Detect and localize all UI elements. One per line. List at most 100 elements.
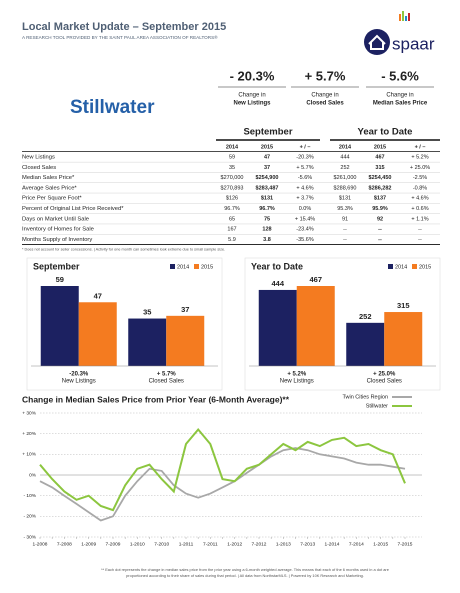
category-label: New Listings (62, 379, 96, 385)
table-column-header: + / – (300, 144, 311, 150)
table-cell: 65 (229, 216, 235, 222)
y-tick-label: - 20% (23, 514, 36, 520)
table-column-header: 2015 (374, 144, 386, 150)
y-tick-label: - 10% (23, 493, 36, 499)
summary-caption: Change in (386, 93, 413, 99)
legend-label: Stillwater (366, 403, 388, 409)
table-cell: -- (343, 237, 347, 243)
table-cell: 5.9 (228, 237, 236, 243)
table-cell: + 3.7% (296, 196, 313, 202)
category-change: + 5.7% (157, 372, 177, 378)
x-tick-label: 7-2014 (349, 541, 364, 547)
table-column-header: 2014 (339, 144, 352, 150)
logo-circle (364, 29, 390, 55)
bar-value-label: 59 (56, 275, 64, 284)
bar (78, 302, 117, 366)
table-cell: $283,487 (256, 185, 279, 191)
logo-house (368, 34, 386, 50)
logo-bar (399, 14, 401, 21)
table-cell: $261,000 (334, 175, 357, 181)
y-tick-label: - 30% (23, 534, 36, 540)
table-cell: 95.9% (372, 206, 388, 212)
x-tick-label: 1-2011 (179, 541, 194, 547)
logo: spaar (364, 11, 435, 55)
table-cell: 37 (264, 165, 270, 171)
footnote: ** Each dot represents the change in med… (101, 567, 389, 572)
table-cell: $270,893 (221, 185, 244, 191)
table-footnote: * Does not account for seller concession… (22, 248, 225, 252)
table-cell: 47 (264, 154, 270, 160)
category-change: + 5.2% (287, 372, 307, 378)
table-cell: -- (418, 227, 422, 233)
category-change: -20.3% (69, 372, 89, 378)
category-label: Closed Sales (149, 379, 184, 385)
title: Local Market Update – September 2015 (22, 21, 226, 33)
table-row-label: Closed Sales (22, 165, 56, 171)
table-cell: + 4.6% (411, 196, 428, 202)
table-row-label: New Listings (22, 155, 55, 161)
legend-label: 2015 (201, 264, 213, 270)
bar (40, 286, 79, 366)
bar-value-label: 35 (143, 308, 151, 317)
table-cell: -20.3% (296, 154, 314, 160)
table-cell: 315 (375, 165, 384, 171)
logo-bar (408, 13, 410, 21)
x-tick-label: 1-2014 (325, 541, 340, 547)
table-cell: 35 (229, 165, 235, 171)
table-cell: 95.3% (337, 206, 353, 212)
legend-swatch (412, 264, 417, 269)
table-cell: + 5.2% (411, 154, 428, 160)
table-column-header: 2015 (261, 144, 273, 150)
x-tick-label: 7-2009 (106, 541, 121, 547)
x-tick-label: 1-2015 (373, 541, 388, 547)
table-cell: + 5.7% (296, 165, 313, 171)
bar (346, 322, 385, 366)
category-change: + 25.0% (373, 372, 396, 378)
table-cell: 92 (377, 216, 383, 222)
bar (166, 315, 205, 366)
subtitle: A RESEARCH TOOL PROVIDED BY THE SAINT PA… (22, 34, 218, 40)
table-cell: + 4.6% (296, 185, 313, 191)
x-tick-label: 7-2011 (203, 541, 218, 547)
logo-bar (405, 16, 407, 21)
legend-swatch (170, 264, 175, 269)
table-cell: 59 (229, 154, 235, 160)
table-row-label: Months Supply of Inventory (22, 237, 92, 243)
bar-value-label: 467 (309, 275, 322, 284)
bar-value-label: 37 (181, 305, 189, 314)
table-cell: -- (378, 237, 382, 243)
table-cell: -0.8% (413, 185, 427, 191)
bar-value-label: 252 (359, 312, 372, 321)
table-cell: -- (378, 227, 382, 233)
city: Stillwater (70, 97, 155, 118)
footnote: proportioned according to their share of… (126, 573, 364, 578)
legend-label: 2014 (177, 264, 189, 270)
x-tick-label: 1-2013 (276, 541, 291, 547)
table-column-header: 2014 (226, 144, 239, 150)
bar (128, 318, 167, 366)
bar (258, 289, 297, 366)
summary-value: + 5.7% (305, 68, 346, 83)
table-cell: $288,690 (334, 185, 357, 191)
logo-bar (402, 11, 404, 21)
summary-value: - 5.6% (381, 68, 419, 83)
table-cell: + 25.0% (410, 165, 430, 171)
table-cell: -- (418, 237, 422, 243)
logo-text: spaar (392, 34, 435, 53)
table-group: September (243, 127, 292, 138)
x-tick-label: 1-2012 (227, 541, 242, 547)
summary-metric: Median Sales Price (373, 101, 428, 107)
table-cell: $254,450 (369, 175, 392, 181)
x-tick-label: 1-2008 (33, 541, 48, 547)
legend-swatch (194, 264, 199, 269)
legend-label: 2014 (395, 264, 407, 270)
series-line (39, 447, 406, 522)
series-line (39, 427, 406, 512)
table-cell: $286,282 (369, 185, 392, 191)
x-tick-label: 1-2009 (81, 541, 96, 547)
summary-caption: Change in (238, 93, 265, 99)
table-row-label: Days on Market Until Sale (22, 216, 89, 222)
category-label: Closed Sales (367, 379, 402, 385)
